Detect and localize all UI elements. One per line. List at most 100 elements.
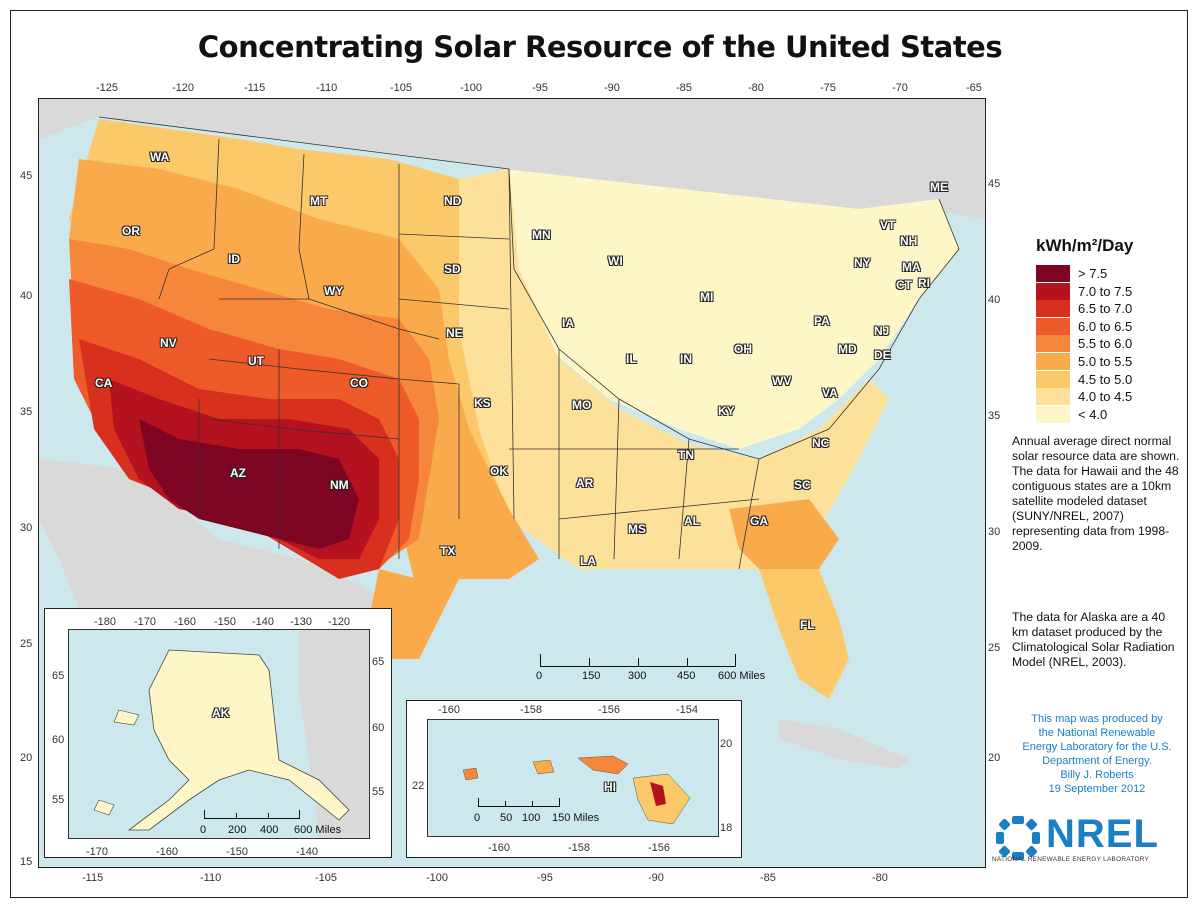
scale-label: 400 <box>260 824 279 836</box>
scale-label: 100 <box>522 812 541 824</box>
state-label-la: LA <box>580 554 596 568</box>
longitude-tick: -160 <box>174 616 197 628</box>
state-label-ca: CA <box>95 376 113 390</box>
hawaii-map[interactable] <box>427 719 719 837</box>
longitude-tick: -95 <box>537 872 553 884</box>
latitude-tick: 25 <box>988 642 1001 654</box>
hawaii-scale-bar <box>478 798 560 807</box>
state-label-mn: MN <box>532 228 551 242</box>
legend-label: 4.0 to 4.5 <box>1078 389 1133 405</box>
credit-line: Energy Laboratory for the U.S. <box>1022 741 1172 753</box>
state-label-il: IL <box>626 352 637 366</box>
state-label-ct: CT <box>896 278 912 292</box>
longitude-tick: -160 <box>156 846 179 858</box>
state-label-tx: TX <box>440 544 456 558</box>
state-label-co: CO <box>350 376 368 390</box>
state-label-az: AZ <box>230 466 246 480</box>
longitude-tick: -100 <box>460 82 483 94</box>
longitude-tick: -65 <box>966 82 982 94</box>
legend-label: 4.5 to 5.0 <box>1078 371 1133 387</box>
description-paragraph-1: Annual average direct normal solar resou… <box>1012 434 1180 553</box>
state-label-de: DE <box>874 348 891 362</box>
legend-swatch <box>1036 282 1070 300</box>
oahu <box>532 759 555 775</box>
longitude-tick: -160 <box>438 704 461 716</box>
legend-title: kWh/m²/Day <box>1036 236 1134 255</box>
longitude-tick: -170 <box>86 846 109 858</box>
state-label-md: MD <box>838 342 857 356</box>
state-label-wy: WY <box>324 284 344 298</box>
alaska-label: AK <box>212 706 230 720</box>
state-label-fl: FL <box>800 618 815 632</box>
credit-line: Department of Energy. <box>1042 755 1152 767</box>
state-label-nv: NV <box>160 336 177 350</box>
latitude-tick: 30 <box>988 526 1001 538</box>
state-label-ri: RI <box>918 276 930 290</box>
map-title: Concentrating Solar Resource of the Unit… <box>197 30 1003 64</box>
description-paragraph-2: The data for Alaska are a 40 km dataset … <box>1012 610 1175 669</box>
state-label-mt: MT <box>310 194 328 208</box>
region-florida <box>759 569 849 699</box>
state-label-mi: MI <box>700 290 714 304</box>
hawaii-inset <box>406 700 742 858</box>
legend-label: 6.5 to 7.0 <box>1078 301 1133 317</box>
cuba-land <box>779 719 909 769</box>
scale-label: 450 <box>677 670 696 682</box>
latitude-tick: 45 <box>988 178 1001 190</box>
state-label-tn: TN <box>678 448 694 462</box>
legend-swatch <box>1036 300 1070 318</box>
credit-text: This map was produced by the National Re… <box>1000 712 1194 796</box>
legend-swatch <box>1036 265 1070 282</box>
legend-swatch <box>1036 353 1070 370</box>
state-label-wv: WV <box>772 374 792 388</box>
longitude-tick: -140 <box>252 616 275 628</box>
latitude-tick: 65 <box>52 670 65 682</box>
alaska-map[interactable] <box>68 629 370 839</box>
scale-label: 600 Miles <box>294 824 342 836</box>
legend-label: 6.0 to 6.5 <box>1078 318 1133 334</box>
alaska-svg <box>69 630 369 838</box>
latitude-tick: 60 <box>372 722 385 734</box>
legend-label: 7.0 to 7.5 <box>1078 283 1133 299</box>
longitude-tick: -70 <box>892 82 908 94</box>
hawaii-label: HI <box>604 780 616 794</box>
state-label-ok: OK <box>490 464 508 478</box>
latitude-tick: 55 <box>52 794 65 806</box>
scale-label: 200 <box>228 824 247 836</box>
longitude-tick: -150 <box>226 846 249 858</box>
legend-swatch <box>1036 405 1070 423</box>
latitude-tick: 40 <box>988 294 1001 306</box>
latitude-tick: 25 <box>20 638 33 650</box>
state-label-nc: NC <box>812 436 830 450</box>
state-label-nh: NH <box>900 234 918 248</box>
state-label-id: ID <box>228 252 240 266</box>
longitude-tick: -160 <box>488 842 511 854</box>
state-label-ar: AR <box>576 476 594 490</box>
longitude-tick: -180 <box>94 616 117 628</box>
scale-label: 0 <box>536 670 543 682</box>
region-40-45 <box>459 169 889 569</box>
latitude-tick: 35 <box>20 406 33 418</box>
longitude-tick: -115 <box>244 82 266 94</box>
latitude-tick: 65 <box>372 656 385 668</box>
legend-swatch <box>1036 335 1070 353</box>
hawaii-svg <box>428 720 718 836</box>
longitude-tick: -125 <box>96 82 119 94</box>
longitude-tick: -156 <box>648 842 671 854</box>
longitude-tick: -150 <box>214 616 237 628</box>
state-label-nj: NJ <box>874 324 890 338</box>
credit-line: This map was produced by <box>1031 713 1163 725</box>
longitude-tick: -105 <box>390 82 413 94</box>
scale-label: 150 <box>582 670 601 682</box>
longitude-tick: -110 <box>316 82 338 94</box>
legend-label: > 7.5 <box>1078 266 1108 281</box>
latitude-tick: 18 <box>720 822 733 834</box>
scale-label: 0 <box>474 812 481 824</box>
state-label-ny: NY <box>854 256 871 270</box>
longitude-tick: -105 <box>315 872 338 884</box>
latitude-tick: 55 <box>372 786 385 798</box>
latitude-tick: 20 <box>720 738 733 750</box>
longitude-tick: -120 <box>328 616 351 628</box>
state-label-or: OR <box>122 224 140 238</box>
state-label-sd: SD <box>444 262 461 276</box>
